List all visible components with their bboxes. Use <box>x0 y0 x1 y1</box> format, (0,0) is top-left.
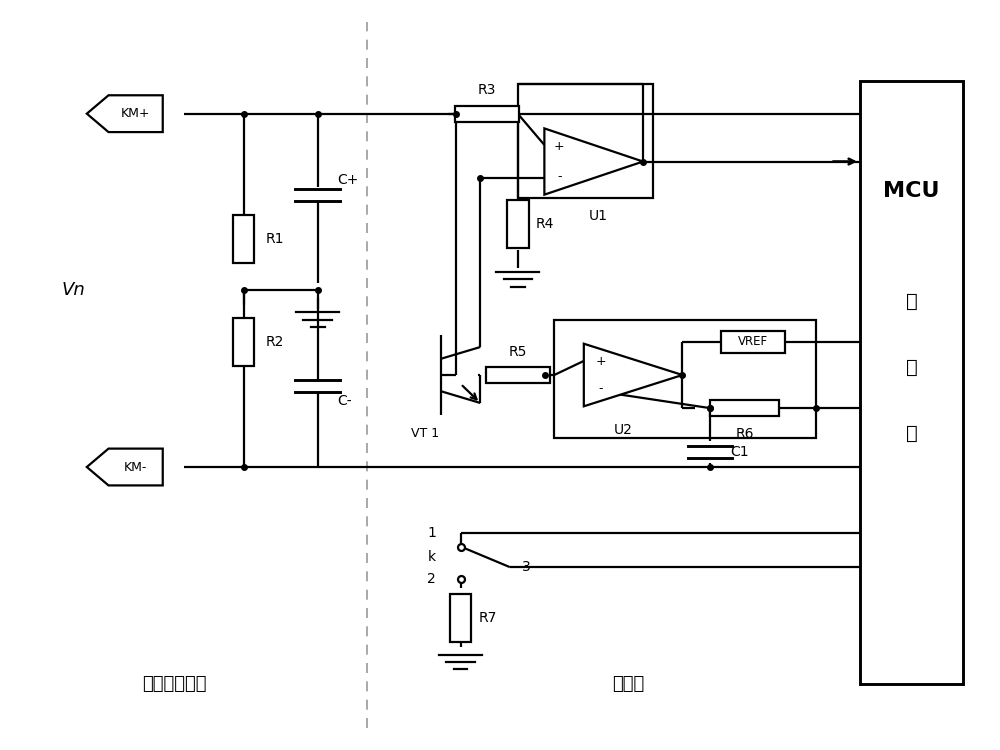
Polygon shape <box>87 95 163 132</box>
Text: 控: 控 <box>906 292 918 311</box>
Text: KM-: KM- <box>123 460 147 473</box>
Text: R3: R3 <box>478 83 496 98</box>
Text: -: - <box>557 170 561 183</box>
Text: 直流电源系统: 直流电源系统 <box>142 675 207 693</box>
Bar <box>721 331 785 353</box>
Text: k: k <box>428 550 436 564</box>
Text: 3: 3 <box>522 560 530 574</box>
Text: R4: R4 <box>536 217 554 231</box>
Text: VT 1: VT 1 <box>411 427 439 439</box>
Text: U1: U1 <box>589 209 608 224</box>
Bar <box>507 200 529 248</box>
Polygon shape <box>584 344 682 406</box>
Text: C-: C- <box>337 394 352 408</box>
Bar <box>860 80 963 684</box>
Text: 1: 1 <box>427 526 436 540</box>
Text: +: + <box>595 356 606 368</box>
Bar <box>233 318 254 366</box>
Text: R7: R7 <box>478 611 497 625</box>
Text: KM+: KM+ <box>120 107 150 120</box>
Bar <box>554 320 816 437</box>
Text: MCU: MCU <box>883 181 940 201</box>
Bar <box>710 400 779 416</box>
Bar <box>233 215 254 262</box>
Bar <box>486 367 550 383</box>
Text: Vn: Vn <box>61 281 85 299</box>
Text: C+: C+ <box>337 173 359 187</box>
Text: 制: 制 <box>906 358 918 377</box>
Text: 本发明: 本发明 <box>612 675 644 693</box>
Polygon shape <box>87 448 163 485</box>
Text: 2: 2 <box>427 572 436 586</box>
Text: VREF: VREF <box>738 335 768 348</box>
Polygon shape <box>544 128 643 195</box>
Text: R5: R5 <box>509 345 527 358</box>
Text: U2: U2 <box>614 423 633 436</box>
Text: 器: 器 <box>906 424 918 443</box>
Text: R1: R1 <box>265 232 284 246</box>
Bar <box>455 106 519 122</box>
Text: +: + <box>554 140 564 153</box>
Text: -: - <box>598 382 603 394</box>
Text: R2: R2 <box>265 335 284 349</box>
Text: R6: R6 <box>735 427 754 440</box>
Text: C1: C1 <box>730 446 748 459</box>
Bar <box>450 594 471 642</box>
Bar <box>518 84 653 198</box>
